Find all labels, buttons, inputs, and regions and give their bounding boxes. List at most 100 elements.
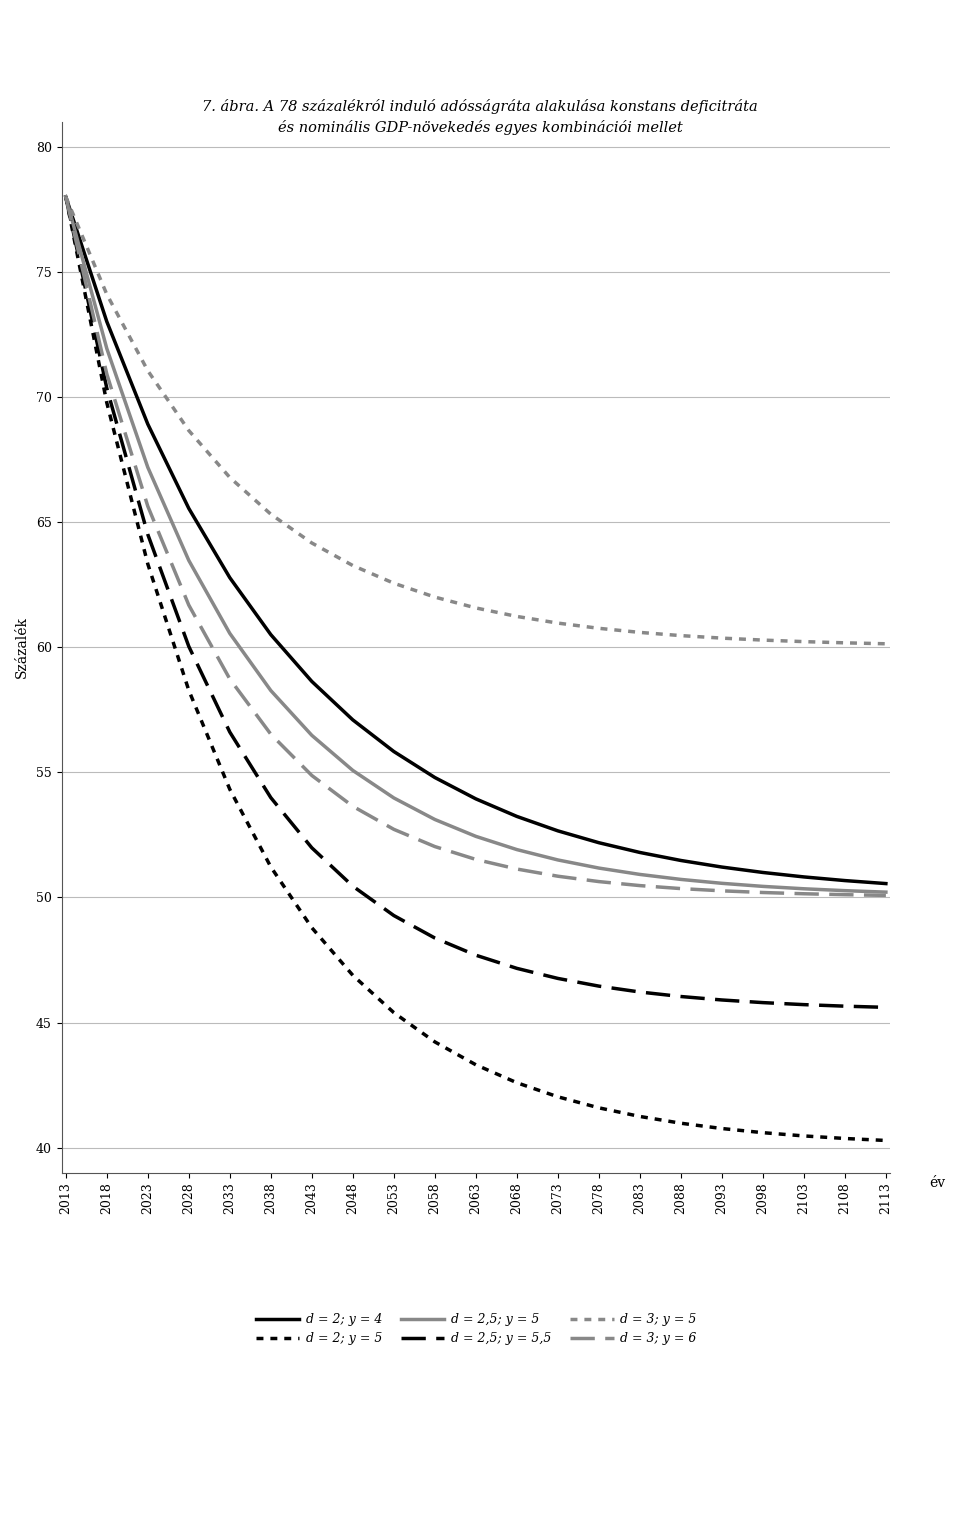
d = 3; y = 6 — [224, 671, 235, 689]
d = 2,5; y = 5,5 — [880, 998, 892, 1017]
d = 3; y = 5 — [880, 634, 892, 652]
d = 2,5; y = 5,5 — [388, 907, 399, 925]
d = 2; y = 4 — [675, 852, 686, 870]
d = 3; y = 6 — [635, 876, 646, 895]
d = 3; y = 6 — [142, 497, 154, 515]
d = 2; y = 5 — [142, 555, 154, 573]
d = 3; y = 5 — [183, 422, 195, 440]
d = 2,5; y = 5,5 — [60, 187, 72, 206]
d = 2; y = 5 — [470, 1056, 482, 1074]
d = 3; y = 5 — [142, 361, 154, 379]
d = 2; y = 5 — [880, 1131, 892, 1149]
d = 2,5; y = 5,5 — [224, 722, 235, 741]
Text: év: év — [929, 1175, 945, 1190]
d = 3; y = 5 — [757, 631, 769, 649]
d = 3; y = 5 — [265, 504, 276, 523]
d = 2; y = 5 — [224, 780, 235, 799]
d = 2; y = 4 — [306, 672, 318, 690]
d = 2; y = 4 — [635, 843, 646, 861]
d = 2,5; y = 5 — [511, 840, 522, 858]
d = 3; y = 5 — [101, 285, 112, 303]
Line: d = 2; y = 4: d = 2; y = 4 — [66, 197, 886, 884]
d = 2,5; y = 5 — [880, 882, 892, 901]
d = 2; y = 5 — [716, 1119, 728, 1137]
d = 3; y = 6 — [429, 837, 441, 855]
d = 3; y = 6 — [183, 596, 195, 614]
d = 2,5; y = 5 — [348, 762, 359, 780]
d = 2,5; y = 5,5 — [470, 946, 482, 965]
d = 2,5; y = 5 — [757, 878, 769, 896]
d = 2,5; y = 5 — [142, 459, 154, 477]
d = 3; y = 6 — [757, 884, 769, 902]
d = 2,5; y = 5,5 — [429, 928, 441, 946]
d = 2; y = 4 — [839, 872, 851, 890]
d = 2,5; y = 5 — [593, 860, 605, 878]
d = 3; y = 6 — [101, 364, 112, 383]
d = 2,5; y = 5 — [675, 870, 686, 888]
d = 2,5; y = 5,5 — [757, 994, 769, 1012]
d = 2; y = 4 — [757, 863, 769, 881]
d = 2,5; y = 5 — [101, 340, 112, 358]
d = 3; y = 5 — [306, 533, 318, 552]
d = 2,5; y = 5,5 — [511, 959, 522, 977]
d = 2,5; y = 5,5 — [306, 838, 318, 856]
d = 2,5; y = 5 — [635, 866, 646, 884]
d = 2; y = 4 — [101, 312, 112, 331]
Line: d = 3; y = 5: d = 3; y = 5 — [66, 197, 886, 643]
d = 2; y = 5 — [593, 1099, 605, 1117]
d = 2; y = 4 — [265, 625, 276, 643]
d = 3; y = 5 — [675, 626, 686, 645]
d = 3; y = 5 — [511, 607, 522, 625]
d = 2; y = 5 — [306, 919, 318, 937]
d = 3; y = 6 — [593, 872, 605, 890]
d = 2,5; y = 5 — [265, 681, 276, 700]
d = 3; y = 5 — [388, 575, 399, 593]
d = 2; y = 5 — [60, 187, 72, 206]
Legend: d = 2; y = 4, d = 2; y = 5, d = 2,5; y = 5, d = 2,5; y = 5,5, d = 3; y = 5, d = : d = 2; y = 4, d = 2; y = 5, d = 2,5; y =… — [251, 1308, 701, 1350]
d = 2; y = 5 — [635, 1108, 646, 1126]
d = 3; y = 6 — [511, 860, 522, 878]
d = 2,5; y = 5,5 — [348, 876, 359, 895]
d = 2; y = 5 — [757, 1123, 769, 1141]
Line: d = 2,5; y = 5: d = 2,5; y = 5 — [66, 197, 886, 892]
d = 2,5; y = 5 — [183, 552, 195, 570]
d = 2,5; y = 5,5 — [142, 526, 154, 544]
d = 3; y = 5 — [716, 629, 728, 648]
d = 3; y = 5 — [635, 623, 646, 642]
d = 2,5; y = 5 — [798, 879, 809, 898]
d = 2; y = 4 — [348, 710, 359, 728]
d = 2; y = 5 — [101, 393, 112, 411]
Y-axis label: Százalék: Százalék — [15, 616, 29, 678]
d = 2,5; y = 5 — [470, 828, 482, 846]
d = 2; y = 5 — [348, 966, 359, 985]
d = 2; y = 4 — [224, 568, 235, 587]
d = 2; y = 4 — [798, 867, 809, 885]
d = 2; y = 4 — [880, 875, 892, 893]
d = 2,5; y = 5 — [306, 725, 318, 744]
d = 3; y = 6 — [306, 767, 318, 785]
d = 2; y = 4 — [429, 768, 441, 786]
d = 3; y = 6 — [265, 725, 276, 744]
d = 2; y = 4 — [60, 187, 72, 206]
d = 3; y = 6 — [880, 887, 892, 905]
d = 2; y = 5 — [839, 1129, 851, 1148]
d = 2,5; y = 5 — [224, 625, 235, 643]
d = 2; y = 5 — [429, 1033, 441, 1052]
d = 2; y = 4 — [716, 858, 728, 876]
d = 2; y = 5 — [265, 858, 276, 876]
d = 3; y = 6 — [388, 820, 399, 838]
d = 2; y = 4 — [552, 821, 564, 840]
d = 2,5; y = 5,5 — [839, 997, 851, 1015]
d = 2,5; y = 5 — [60, 187, 72, 206]
Text: és nominális GDP-növekedés egyes kombinációi mellet: és nominális GDP-növekedés egyes kombiná… — [277, 120, 683, 136]
d = 2,5; y = 5,5 — [716, 991, 728, 1009]
d = 2; y = 5 — [388, 1003, 399, 1021]
d = 2,5; y = 5,5 — [675, 988, 686, 1006]
d = 2,5; y = 5 — [429, 811, 441, 829]
d = 2; y = 4 — [511, 808, 522, 826]
d = 2; y = 5 — [798, 1126, 809, 1145]
d = 3; y = 5 — [348, 556, 359, 575]
d = 2; y = 5 — [183, 681, 195, 700]
d = 3; y = 5 — [224, 468, 235, 486]
d = 2; y = 4 — [142, 415, 154, 433]
